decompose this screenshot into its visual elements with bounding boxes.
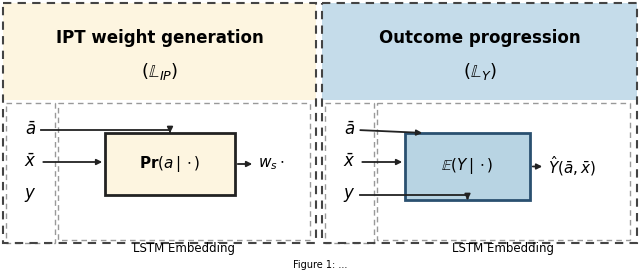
Bar bbox=[58, 103, 310, 240]
Bar bbox=[105, 133, 235, 195]
Text: ($\mathbb{L}_{IP}$): ($\mathbb{L}_{IP}$) bbox=[141, 62, 178, 83]
Text: Figure 1: ...: Figure 1: ... bbox=[293, 260, 347, 270]
Bar bbox=[3, 3, 316, 243]
Text: ($\mathbb{L}_{Y}$): ($\mathbb{L}_{Y}$) bbox=[463, 62, 497, 83]
Text: IPT weight generation: IPT weight generation bbox=[56, 29, 264, 47]
Bar bbox=[405, 133, 530, 200]
Bar bbox=[3, 3, 316, 100]
Text: LSTM Embedding: LSTM Embedding bbox=[452, 242, 554, 255]
Text: Outcome progression: Outcome progression bbox=[379, 29, 580, 47]
Bar bbox=[322, 3, 637, 100]
Bar bbox=[377, 103, 630, 240]
Text: $\hat{Y}(\bar{a},\bar{x})$: $\hat{Y}(\bar{a},\bar{x})$ bbox=[548, 155, 596, 179]
Bar bbox=[325, 103, 374, 243]
Bar bbox=[322, 3, 637, 243]
Text: $\bar{a}$: $\bar{a}$ bbox=[344, 121, 355, 139]
Text: $\mathbf{Pr}(a\,|\,\cdot)$: $\mathbf{Pr}(a\,|\,\cdot)$ bbox=[140, 154, 201, 174]
Text: $y$: $y$ bbox=[24, 186, 36, 204]
Text: $w_s\cdot$: $w_s\cdot$ bbox=[258, 156, 285, 172]
Text: LSTM Embedding: LSTM Embedding bbox=[133, 242, 235, 255]
Text: $\mathbb{E}(Y\,|\,\cdot)$: $\mathbb{E}(Y\,|\,\cdot)$ bbox=[441, 156, 493, 176]
Text: $y$: $y$ bbox=[343, 186, 356, 204]
Text: $\bar{a}$: $\bar{a}$ bbox=[25, 121, 36, 139]
Text: $\bar{x}$: $\bar{x}$ bbox=[24, 153, 36, 171]
Text: $\bar{x}$: $\bar{x}$ bbox=[343, 153, 356, 171]
Bar bbox=[6, 103, 55, 243]
